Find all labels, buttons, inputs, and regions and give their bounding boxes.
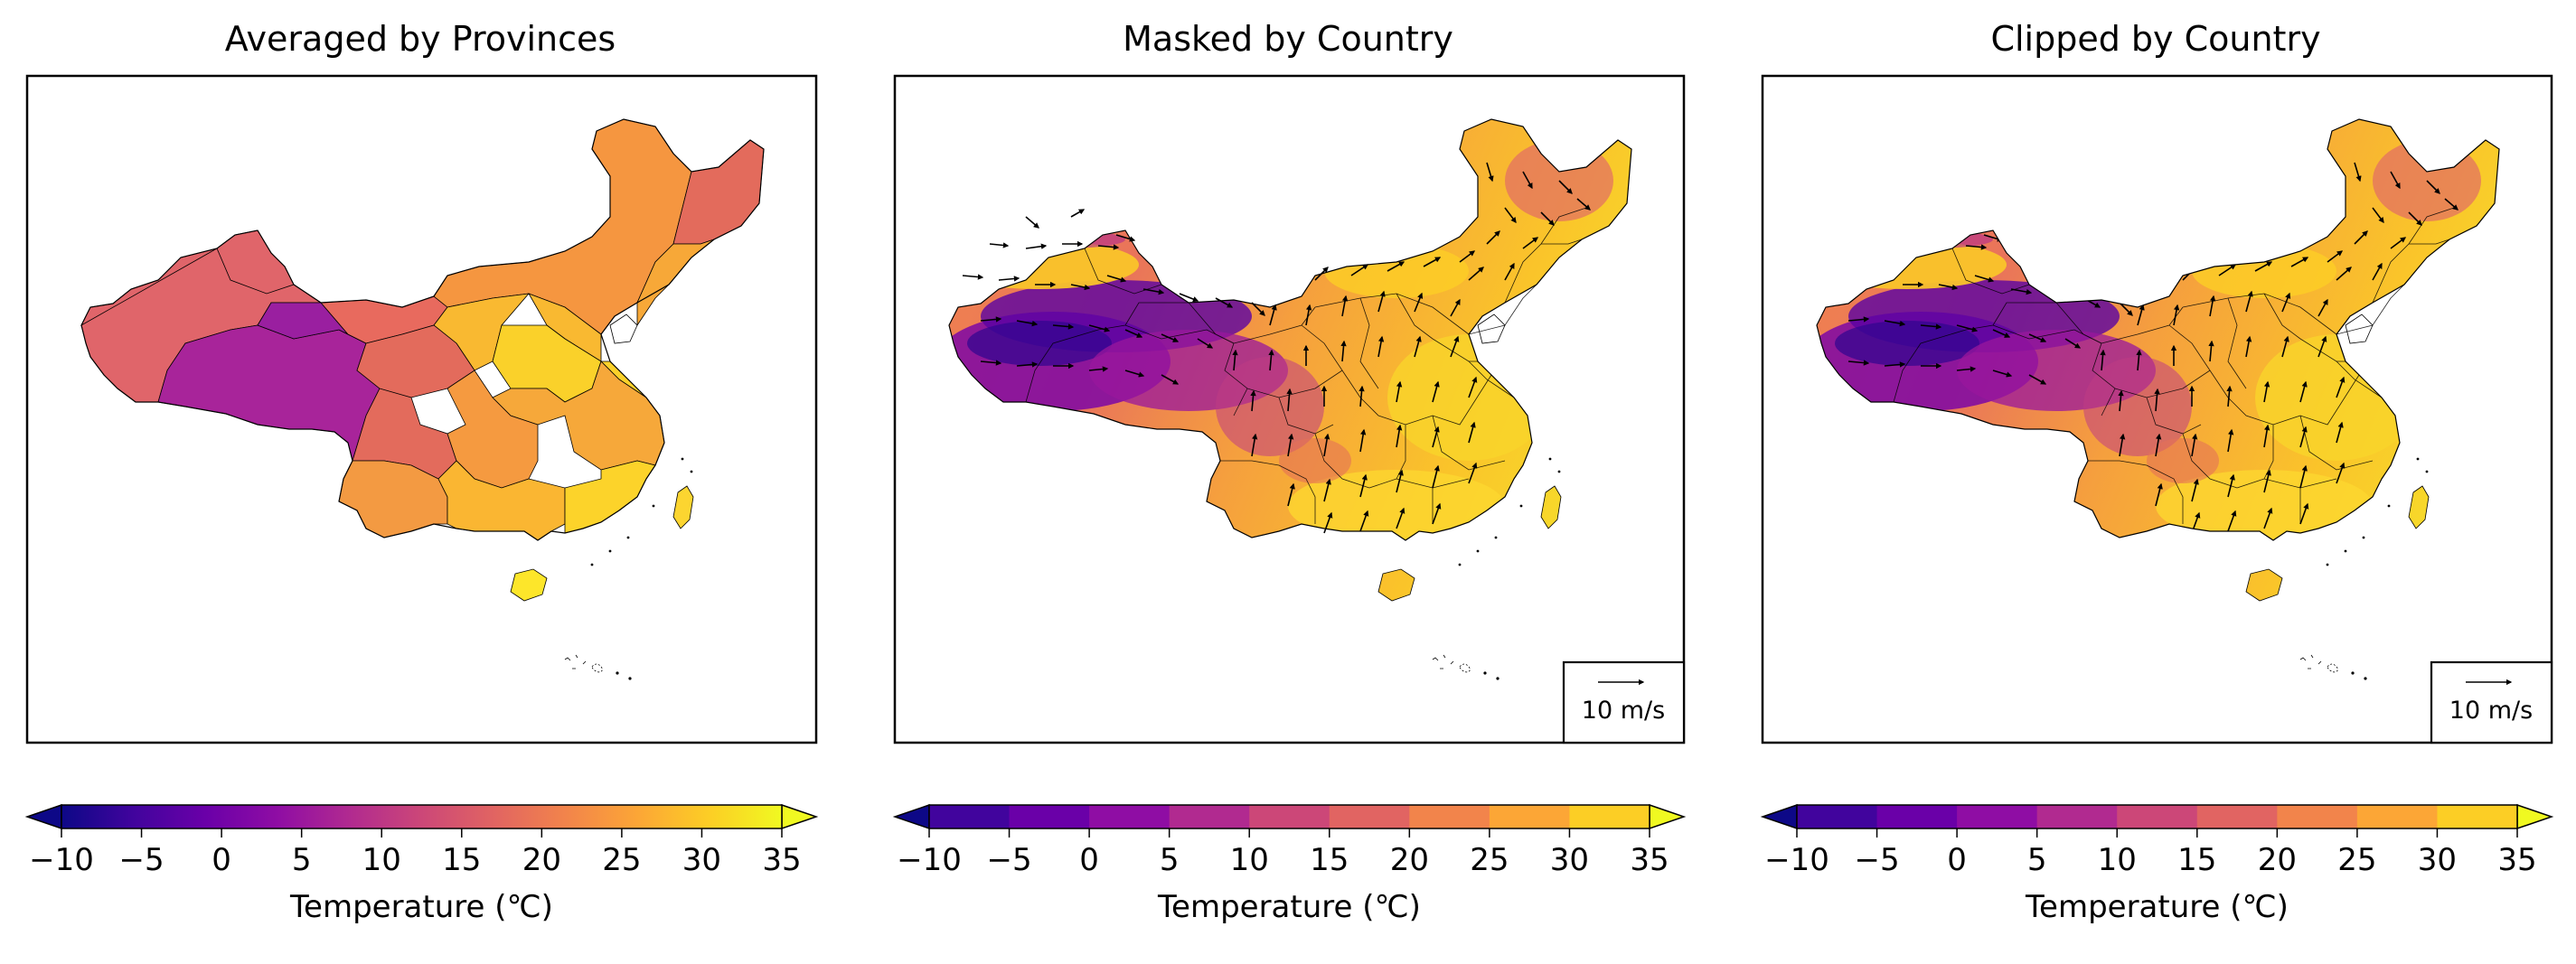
colorbar-tick-label: 35 — [1630, 842, 1669, 878]
colorbar-tick-label: 15 — [1310, 842, 1349, 878]
colorbar-extend-min — [24, 803, 62, 830]
colorbar-segment — [2036, 805, 2118, 828]
bohai-sea — [609, 314, 638, 344]
colorbar-3: −10 −5 0 5 10 15 20 25 30 35 Temperature (℃) — [1760, 803, 2554, 925]
colorbar-tick-label: −5 — [118, 842, 164, 878]
colorbar-tick-label: 30 — [2418, 842, 2457, 878]
colorbar-tick-label: 10 — [2098, 842, 2137, 878]
quiver-key-label: 10 m/s — [1582, 697, 1665, 725]
panel-masked-by-country: Masked by Country 10 m/s — [893, 19, 1686, 744]
colorbar-1: −10 −5 0 5 10 15 20 25 30 35 Temperature (℃) — [24, 803, 819, 925]
colorbar-extend-max — [2516, 803, 2554, 830]
map-clipped — [1816, 118, 2500, 680]
colorbar-segment — [1089, 805, 1170, 828]
colorbar-segment — [2277, 805, 2358, 828]
panel-2-title: Masked by Country — [1123, 19, 1453, 59]
panel-averaged-by-provinces: Averaged by Provinces — [25, 19, 818, 744]
colorbar-tick-label: 30 — [682, 842, 721, 878]
colorbar-label: Temperature (℃) — [289, 889, 553, 925]
colorbar-segment — [1957, 805, 2038, 828]
colorbar-extend-min — [1760, 803, 1798, 830]
colorbar-segment — [1876, 805, 1958, 828]
panel-3-title: Clipped by Country — [1990, 19, 2320, 59]
colorbar-tick-label: 35 — [762, 842, 801, 878]
colorbar-segment — [929, 805, 1011, 828]
colorbar-tick-label: 20 — [1390, 842, 1429, 878]
colorbar-tick-label: −10 — [1764, 842, 1829, 878]
panel-clipped-by-country: Clipped by Country 10 m/s — [1761, 19, 2553, 744]
colorbar-segment — [1249, 805, 1330, 828]
colorbar-segment — [1009, 805, 1090, 828]
colorbar-tick-label: 5 — [292, 842, 312, 878]
colorbar-segment — [1569, 805, 1650, 828]
colorbar-tick-label: 0 — [1079, 842, 1099, 878]
colorbar-segment — [1489, 805, 1570, 828]
colorbar-2: −10 −5 0 5 10 15 20 25 30 35 Temperature (℃) — [892, 803, 1687, 925]
colorbar-tick-label: 15 — [442, 842, 481, 878]
panel-1-title: Averaged by Provinces — [225, 19, 616, 59]
colorbar-tick-label: 15 — [2177, 842, 2216, 878]
colorbar-tick-label: 30 — [1550, 842, 1589, 878]
colorbar-extend-max — [781, 803, 819, 830]
map-masked — [948, 118, 1632, 680]
colorbar-tick-label: 20 — [2258, 842, 2297, 878]
colorbar-tick-label: 25 — [2337, 842, 2376, 878]
colorbar-tick-label: 5 — [1160, 842, 1180, 878]
colorbar-gradient — [61, 805, 782, 828]
colorbar-segment — [1329, 805, 1410, 828]
colorbar-tick-label: 0 — [1947, 842, 1967, 878]
colorbar-extend-max — [1649, 803, 1687, 830]
colorbar-tick-label: 5 — [2027, 842, 2047, 878]
colorbar-label: Temperature (℃) — [2025, 889, 2289, 925]
colorbar-extend-min — [892, 803, 930, 830]
colorbar-tick-label: 20 — [522, 842, 561, 878]
colorbar-segment — [2117, 805, 2198, 828]
colorbar-tick-label: 25 — [1470, 842, 1509, 878]
colorbar-tick-label: 10 — [1230, 842, 1269, 878]
colorbar-tick-label: −5 — [986, 842, 1031, 878]
colorbar-tick-label: 25 — [602, 842, 641, 878]
colorbar-segment — [1797, 805, 1878, 828]
region-jilin-liaoning — [636, 239, 715, 327]
colorbar-tick-label: −10 — [897, 842, 962, 878]
quiver-key-box: 10 m/s — [2430, 660, 2553, 744]
map-province-average — [80, 118, 765, 680]
quiver-key-box: 10 m/s — [1562, 660, 1686, 744]
colorbar-segment — [1409, 805, 1490, 828]
colorbar-segment — [2437, 805, 2518, 828]
colorbar-segment — [2356, 805, 2438, 828]
colorbar-segment — [2196, 805, 2278, 828]
colorbar-segment — [1169, 805, 1250, 828]
colorbar-tick-label: 0 — [212, 842, 231, 878]
colorbar-tick-label: 35 — [2497, 842, 2536, 878]
quiver-key-label: 10 m/s — [2449, 697, 2533, 725]
colorbar-label: Temperature (℃) — [1157, 889, 1421, 925]
colorbar-tick-label: 10 — [362, 842, 401, 878]
colorbar-tick-label: −5 — [1854, 842, 1899, 878]
colorbar-tick-label: −10 — [29, 842, 94, 878]
colorbars: −10 −5 0 5 10 15 20 25 30 35 Temperature (℃) −10 −5 0… — [24, 803, 2554, 925]
